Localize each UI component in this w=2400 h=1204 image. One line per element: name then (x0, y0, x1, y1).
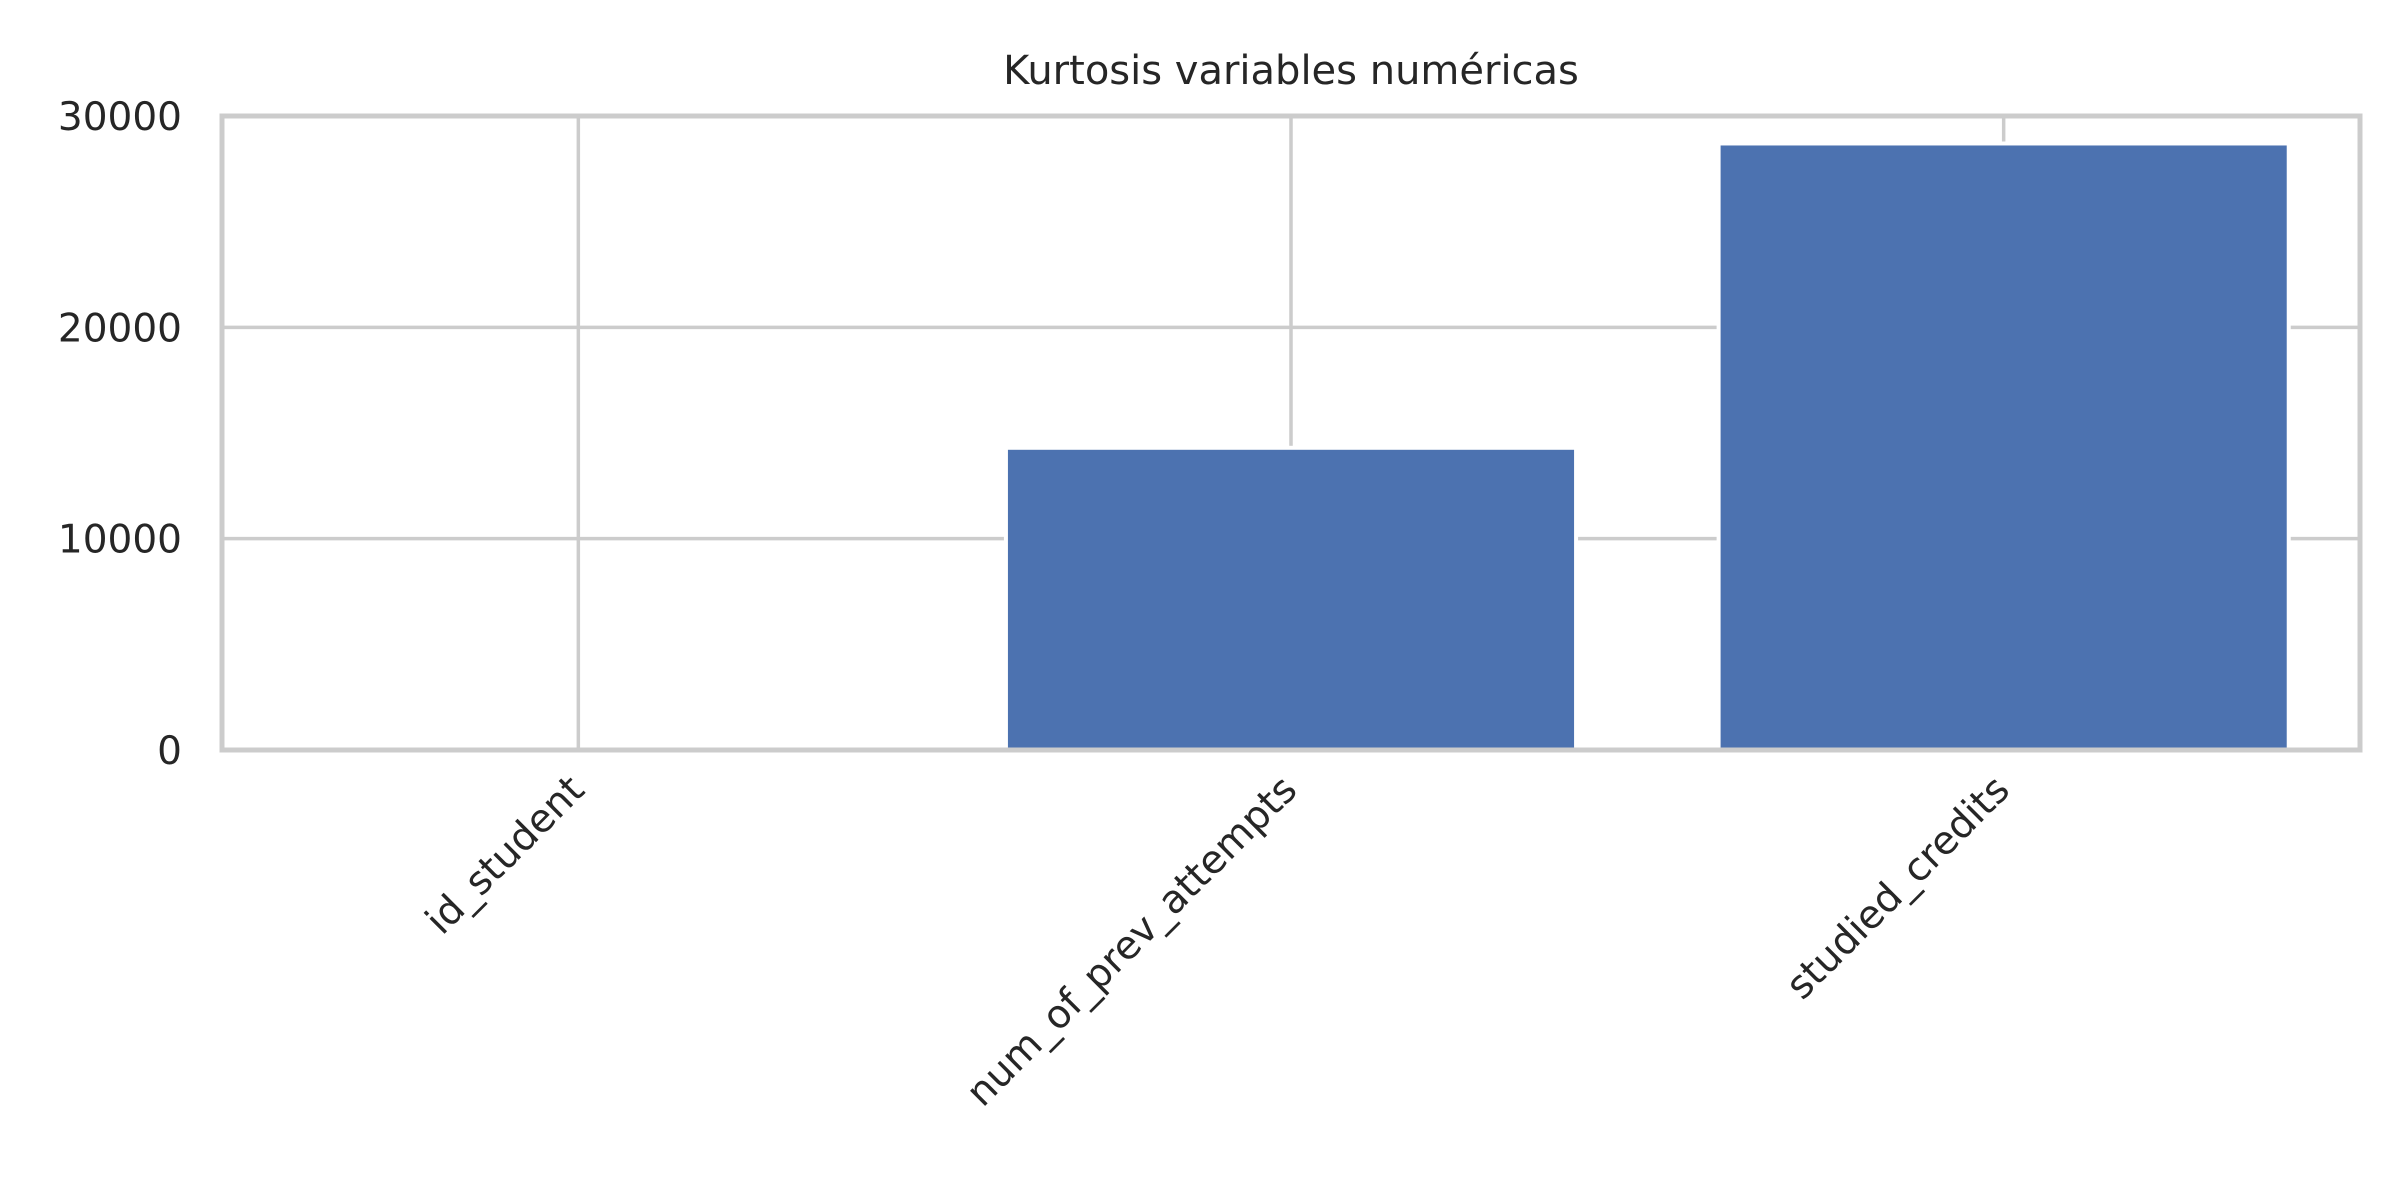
axes-spines (219, 113, 2363, 753)
bar-studied_credits (1716, 141, 2291, 752)
y-tick-label: 30000 (58, 95, 182, 140)
bar-layer (1003, 141, 2291, 752)
bar-num_of_prev_attempts (1003, 445, 1579, 752)
y-tick-label: 10000 (58, 518, 182, 563)
y-tick-label: 20000 (58, 306, 182, 351)
axes-frame (219, 113, 2363, 753)
y-tick-labels: 0 10000 20000 30000 (58, 95, 182, 774)
y-tick-label: 0 (157, 729, 182, 774)
chart-title: Kurtosis variables numéricas (1003, 48, 1579, 94)
